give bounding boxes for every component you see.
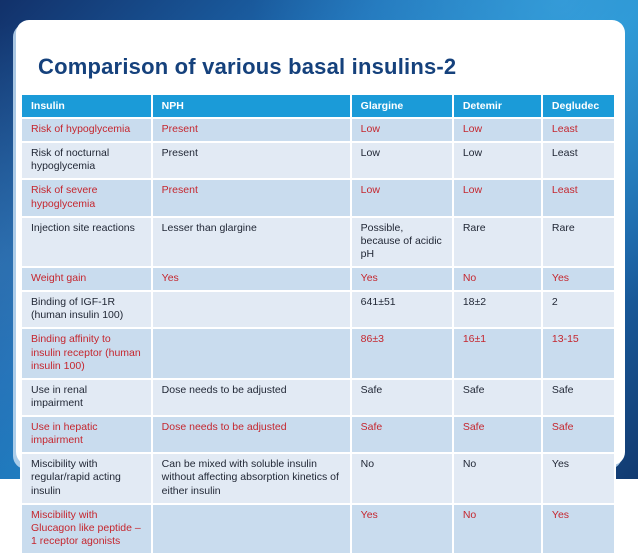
table-row: Binding of IGF-1R (human insulin 100) 641… bbox=[20, 290, 617, 330]
value-cell: Low bbox=[451, 116, 543, 144]
table-row: Risk of nocturnal hypoglycemia Present Low… bbox=[20, 141, 617, 181]
value-cell: Present bbox=[150, 141, 352, 181]
value-cell: Can be mixed with soluble insulin withou… bbox=[150, 452, 352, 505]
value-cell: Safe bbox=[349, 414, 454, 455]
value-cell bbox=[150, 327, 352, 380]
value-cell: Present bbox=[150, 116, 352, 144]
row-label-cell: Risk of hypoglycemia bbox=[20, 116, 153, 144]
row-label-cell: Weight gain bbox=[20, 265, 153, 293]
value-cell: No bbox=[451, 502, 543, 555]
value-cell: Rare bbox=[540, 215, 617, 269]
value-cell: 13-15 bbox=[540, 327, 617, 380]
row-label-cell: Binding of IGF-1R (human insulin 100) bbox=[20, 290, 153, 330]
table-row: Miscibility with Glucagon like peptide –… bbox=[20, 502, 617, 555]
comparison-table-container: Insulin NPH Glargine Detemir Degludec Risk of… bbox=[20, 93, 617, 555]
value-cell: Low bbox=[349, 141, 454, 181]
value-cell: 86±3 bbox=[349, 327, 454, 380]
value-cell: Rare bbox=[451, 215, 543, 269]
value-cell: Present bbox=[150, 178, 352, 218]
value-cell: Yes bbox=[349, 502, 454, 555]
row-label-cell: Risk of severe hypoglycemia bbox=[20, 178, 153, 218]
value-cell: No bbox=[451, 452, 543, 505]
column-header: Glargine bbox=[349, 93, 454, 119]
value-cell: Yes bbox=[540, 452, 617, 505]
table-row: Use in hepatic impairment Dose needs to b… bbox=[20, 414, 617, 455]
value-cell: Yes bbox=[540, 502, 617, 555]
table-row: Injection site reactions Lesser than glar… bbox=[20, 215, 617, 269]
row-label-cell: Risk of nocturnal hypoglycemia bbox=[20, 141, 153, 181]
value-cell: Yes bbox=[150, 265, 352, 293]
value-cell: Low bbox=[451, 178, 543, 218]
table-row: Risk of hypoglycemia Present Low Low Least bbox=[20, 116, 617, 144]
value-cell: Safe bbox=[451, 377, 543, 418]
value-cell: Safe bbox=[349, 377, 454, 418]
row-label-cell: Binding affinity to insulin receptor (hu… bbox=[20, 327, 153, 380]
column-header: NPH bbox=[150, 93, 352, 119]
row-label-cell: Injection site reactions bbox=[20, 215, 153, 269]
column-header: Detemir bbox=[451, 93, 543, 119]
table-row: Miscibility with regular/rapid acting in… bbox=[20, 452, 617, 505]
value-cell: Yes bbox=[349, 265, 454, 293]
value-cell: Lesser than glargine bbox=[150, 215, 352, 269]
value-cell: Dose needs to be adjusted bbox=[150, 414, 352, 455]
value-cell: Yes bbox=[540, 265, 617, 293]
value-cell: 2 bbox=[540, 290, 617, 330]
value-cell: Least bbox=[540, 116, 617, 144]
column-header: Degludec bbox=[540, 93, 617, 119]
value-cell: Least bbox=[540, 178, 617, 218]
row-label-cell: Miscibility with regular/rapid acting in… bbox=[20, 452, 153, 505]
value-cell: Safe bbox=[540, 377, 617, 418]
table-row: Binding affinity to insulin receptor (hu… bbox=[20, 327, 617, 380]
value-cell: Low bbox=[349, 178, 454, 218]
table-header-row: Insulin NPH Glargine Detemir Degludec bbox=[20, 93, 617, 119]
value-cell: 16±1 bbox=[451, 327, 543, 380]
comparison-table: Insulin NPH Glargine Detemir Degludec Risk of… bbox=[20, 93, 617, 555]
value-cell: Dose needs to be adjusted bbox=[150, 377, 352, 418]
row-label-cell: Use in renal impairment bbox=[20, 377, 153, 418]
value-cell: 18±2 bbox=[451, 290, 543, 330]
value-cell: Possible, because of acidic pH bbox=[349, 215, 454, 269]
value-cell: No bbox=[451, 265, 543, 293]
slide-card: Comparison of various basal insulins-2 I… bbox=[16, 20, 625, 555]
value-cell: Safe bbox=[540, 414, 617, 455]
table-row: Use in renal impairment Dose needs to be … bbox=[20, 377, 617, 418]
row-label-cell: Miscibility with Glucagon like peptide –… bbox=[20, 502, 153, 555]
table-row: Risk of severe hypoglycemia Present Low Low… bbox=[20, 178, 617, 218]
row-label-cell: Use in hepatic impairment bbox=[20, 414, 153, 455]
value-cell bbox=[150, 502, 352, 555]
value-cell bbox=[150, 290, 352, 330]
table-row: Weight gain Yes Yes No Yes bbox=[20, 265, 617, 293]
value-cell: Safe bbox=[451, 414, 543, 455]
value-cell: No bbox=[349, 452, 454, 505]
value-cell: Low bbox=[349, 116, 454, 144]
page-title: Comparison of various basal insulins-2 bbox=[38, 54, 457, 79]
value-cell: Least bbox=[540, 141, 617, 181]
column-header: Insulin bbox=[20, 93, 153, 119]
value-cell: 641±51 bbox=[349, 290, 454, 330]
value-cell: Low bbox=[451, 141, 543, 181]
